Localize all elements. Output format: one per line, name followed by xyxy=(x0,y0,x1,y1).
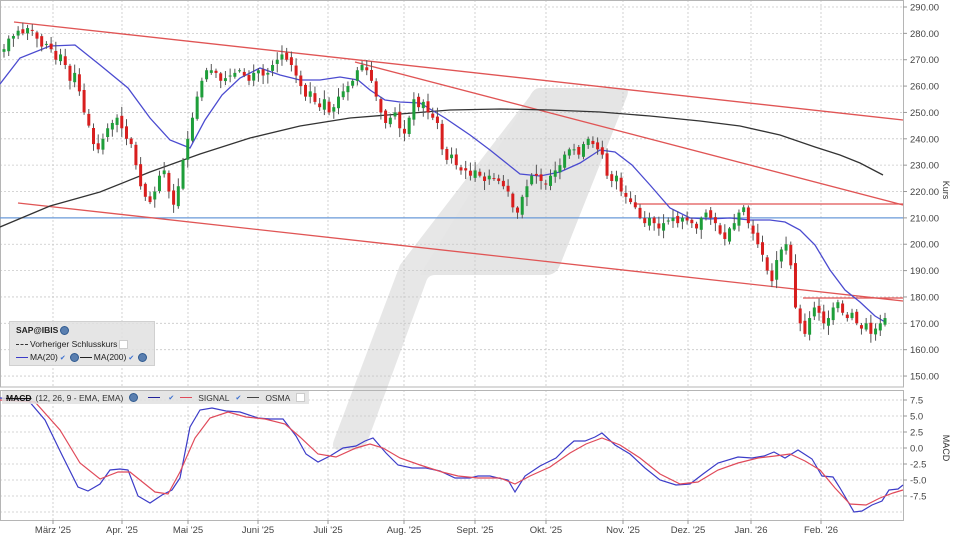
macd-settings-icon[interactable] xyxy=(129,393,139,402)
svg-text:Juni '25: Juni '25 xyxy=(242,525,274,536)
svg-text:Feb. '26: Feb. '26 xyxy=(804,525,838,536)
ma200-checkbox-icon[interactable]: ✔ xyxy=(128,355,135,362)
svg-text:Jan. '26: Jan. '26 xyxy=(735,525,768,536)
svg-text:Mai '25: Mai '25 xyxy=(173,525,203,536)
svg-text:210.00: 210.00 xyxy=(910,213,939,224)
legend-ma-row: MA(20) ✔ MA(200) ✔ xyxy=(16,352,148,363)
legend-prev-close-label: Vorheriger Schlusskurs xyxy=(30,339,118,349)
osma-label: OSMA xyxy=(265,392,291,403)
svg-text:170.00: 170.00 xyxy=(910,319,939,330)
svg-text:Juli '25: Juli '25 xyxy=(313,525,342,536)
svg-text:0.0: 0.0 xyxy=(910,444,923,455)
price-legend: SAP@IBIS Vorheriger Schlusskurs MA(20) ✔ M… xyxy=(9,321,155,366)
svg-text:160.00: 160.00 xyxy=(910,345,939,356)
svg-text:250.00: 250.00 xyxy=(910,108,939,119)
ma200-settings-icon[interactable] xyxy=(138,353,148,363)
svg-text:230.00: 230.00 xyxy=(910,161,939,172)
signal-label: SIGNAL xyxy=(198,392,230,403)
ma20-line xyxy=(0,44,886,323)
svg-text:-2.5: -2.5 xyxy=(910,460,926,471)
ma200-swatch-icon xyxy=(79,357,92,359)
macd-legend: MACD (12, 26, 9 - EMA, EMA) ✔ SIGNAL ✔ OS… xyxy=(2,391,310,404)
svg-text:Nov. '25: Nov. '25 xyxy=(606,525,640,536)
svg-text:-7.5: -7.5 xyxy=(910,492,926,503)
svg-text:150.00: 150.00 xyxy=(910,372,939,383)
legend-ma20-label: MA(20) xyxy=(30,352,58,362)
macd-swatch-icon xyxy=(148,397,161,398)
macd-checkbox-icon[interactable]: ✔ xyxy=(168,394,175,402)
legend-title: SAP@IBIS xyxy=(16,325,59,335)
svg-text:Dez. '25: Dez. '25 xyxy=(671,525,706,536)
osma-checkbox[interactable] xyxy=(296,393,306,402)
svg-text:180.00: 180.00 xyxy=(910,292,939,303)
candlesticks xyxy=(2,22,887,343)
prev-close-checkbox[interactable] xyxy=(119,340,129,350)
legend-ma200-label: MA(200) xyxy=(93,352,127,362)
svg-text:290.00: 290.00 xyxy=(910,3,939,14)
svg-text:Okt. '25: Okt. '25 xyxy=(530,525,562,536)
signal-checkbox-icon[interactable]: ✔ xyxy=(235,394,242,402)
legend-prev-close-row: Vorheriger Schlusskurs xyxy=(16,339,129,350)
ma200-line xyxy=(0,108,884,228)
time-axis: März '25 Apr. '25 Mai '25 Juni '25 Juli '25 A… xyxy=(35,520,838,536)
svg-text:240.00: 240.00 xyxy=(910,134,939,145)
ma20-swatch-icon xyxy=(16,357,28,359)
macd-params: (12, 26, 9 - EMA, EMA) xyxy=(35,392,124,403)
svg-text:2.5: 2.5 xyxy=(910,428,923,439)
svg-text:Sept. '25: Sept. '25 xyxy=(456,525,493,536)
settings-gear-icon[interactable] xyxy=(60,326,70,336)
svg-text:220.00: 220.00 xyxy=(910,187,939,198)
macd-title: MACD xyxy=(6,392,32,403)
svg-text:200.00: 200.00 xyxy=(910,240,939,251)
price-axis: 290.00 280.00 270.00 260.00 250.00 240.00 230.… xyxy=(903,3,939,383)
panel-frames xyxy=(0,0,904,521)
macd-axis-label: MACD xyxy=(941,435,951,462)
svg-text:190.00: 190.00 xyxy=(910,266,939,277)
osma-swatch-icon xyxy=(247,397,260,398)
svg-text:280.00: 280.00 xyxy=(910,29,939,40)
macd-lines xyxy=(0,397,904,513)
svg-text:Apr. '25: Apr. '25 xyxy=(106,525,138,536)
price-axis-label: Kurs xyxy=(941,181,951,200)
trendlines xyxy=(13,21,904,302)
legend-title-row: SAP@IBIS xyxy=(16,325,70,336)
ma20-settings-icon[interactable] xyxy=(69,353,79,363)
svg-text:März '25: März '25 xyxy=(35,525,71,536)
svg-text:260.00: 260.00 xyxy=(910,82,939,93)
ma20-checkbox-icon[interactable]: ✔ xyxy=(59,355,66,362)
macd-axis: 7.5 5.0 2.5 0.0 -2.5 -5.0 -7.5 xyxy=(903,396,926,503)
svg-text:270.00: 270.00 xyxy=(910,55,939,66)
dashed-line-swatch-icon xyxy=(16,344,28,346)
svg-text:Aug. '25: Aug. '25 xyxy=(387,525,422,536)
watermark-logo xyxy=(332,88,628,450)
svg-text:5.0: 5.0 xyxy=(910,412,923,423)
svg-text:7.5: 7.5 xyxy=(910,396,923,407)
macd-grid xyxy=(0,390,903,520)
svg-text:-5.0: -5.0 xyxy=(910,476,926,487)
signal-swatch-icon xyxy=(180,397,193,398)
